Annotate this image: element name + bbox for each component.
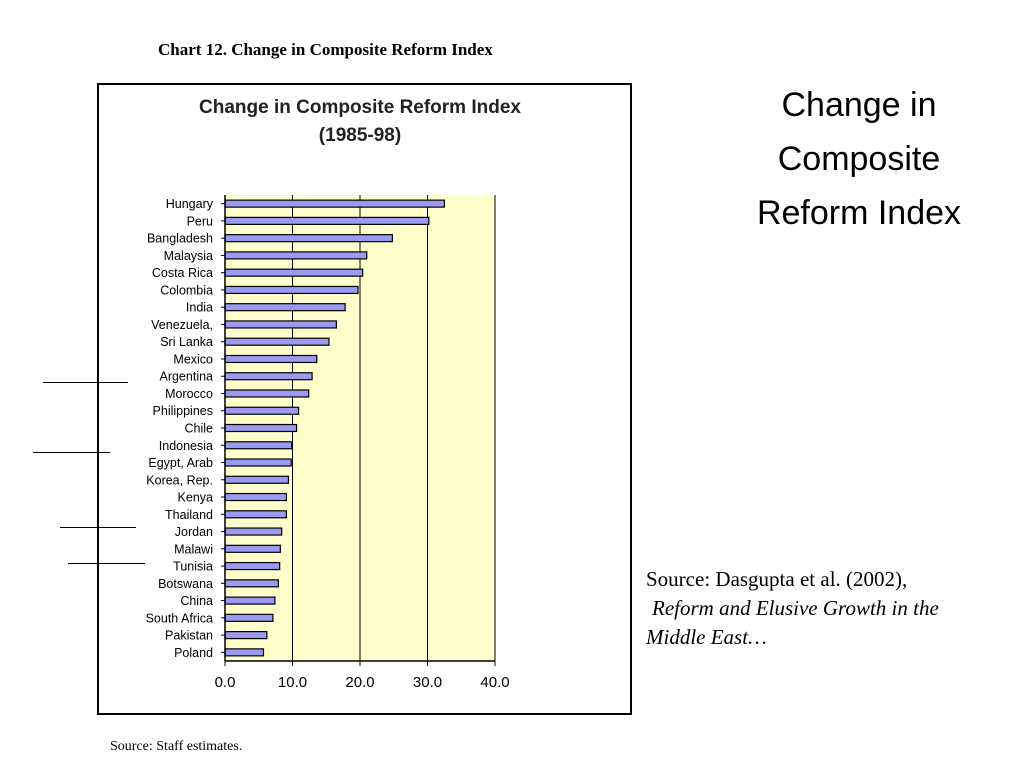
bar-morocco [224, 389, 310, 398]
source-line-3: Middle East… [646, 625, 767, 649]
category-label: Costa Rica [152, 266, 213, 280]
bar-tunisia [224, 561, 281, 571]
bar-thailand [224, 510, 288, 519]
bar-bangladesh [224, 234, 393, 243]
category-label: Pakistan [165, 629, 213, 643]
slide-title-line-3: Reform Index [756, 194, 962, 232]
bar-peru [224, 216, 430, 225]
x-tick-label: 20.0 [345, 674, 374, 691]
bar-india [224, 303, 346, 312]
bar-venezuela [224, 320, 337, 329]
bar-korea-rep [224, 475, 290, 484]
category-label: Hungary [166, 197, 214, 211]
category-label: Philippines [153, 404, 213, 418]
bar-malaysia [224, 251, 368, 260]
bar-mexico [224, 354, 318, 364]
bar-china [224, 596, 276, 605]
source-line-1: Source: Dasgupta et al. (2002), [646, 567, 908, 591]
bar-jordan [224, 527, 283, 536]
category-label: Kenya [178, 491, 213, 505]
bar-costa-rica [224, 268, 364, 277]
category-label: Mexico [173, 352, 213, 366]
category-label: Tunisia [173, 560, 213, 574]
slide-title-line-2: Composite [777, 140, 941, 178]
bar-malawi [224, 544, 281, 553]
slide-title: Change in Composite Reform Index [700, 78, 1018, 240]
bar-colombia [224, 285, 359, 295]
category-label: Chile [185, 422, 214, 436]
pointer-line-tunisia [68, 563, 145, 564]
footnote: Source: Staff estimates. [110, 739, 243, 754]
category-label: India [186, 301, 213, 315]
category-label: Egypt, Arab [148, 456, 213, 470]
category-label: China [180, 594, 213, 608]
bar-chile [224, 423, 298, 433]
category-label: Thailand [165, 508, 213, 522]
category-label: Malaysia [164, 249, 213, 263]
category-label: South Africa [146, 611, 213, 625]
x-tick-label: 10.0 [278, 674, 307, 691]
category-label: Bangladesh [147, 232, 213, 246]
source-line-2: Reform and Elusive Growth in the [652, 596, 939, 620]
bar-chart: Change in Composite Reform Index (1985-9… [146, 97, 522, 691]
bar-egypt-arab [224, 458, 292, 467]
bar-botswana [224, 579, 279, 588]
category-label: Malawi [174, 542, 213, 556]
bar-hungary [224, 199, 445, 208]
x-tick-label: 30.0 [413, 674, 442, 691]
category-label: Venezuela, [151, 318, 213, 332]
chart-caption: Chart 12. Change in Composite Reform Ind… [158, 40, 493, 59]
category-label: Korea, Rep. [146, 473, 213, 487]
category-label: Poland [174, 646, 213, 660]
chart-subtitle: (1985-98) [319, 125, 401, 146]
bar-south-africa [224, 613, 274, 622]
pointer-line-jordan [60, 527, 136, 528]
category-label: Sri Lanka [160, 335, 213, 349]
bar-kenya [224, 492, 288, 502]
x-tick-label: 0.0 [215, 674, 236, 691]
category-label: Argentina [159, 370, 213, 384]
bar-pakistan [224, 631, 268, 640]
chart-title: Change in Composite Reform Index [199, 97, 521, 118]
bar-poland [224, 648, 265, 657]
bar-philippines [224, 406, 300, 415]
slide-title-line-1: Change in [781, 86, 937, 124]
pointer-line-argentina-morocco [43, 382, 128, 383]
bar-indonesia [224, 441, 293, 450]
bar-sri-lanka [224, 337, 330, 346]
category-label: Indonesia [159, 439, 213, 453]
category-label: Peru [187, 214, 213, 228]
category-label: Morocco [165, 387, 213, 401]
chart-frame: Change in Composite Reform Index (1985-9… [97, 83, 632, 715]
pointer-line-egypt [33, 452, 110, 453]
category-label: Colombia [160, 283, 213, 297]
source-citation: Source: Dasgupta et al. (2002), Reform a… [646, 565, 1024, 652]
bar-argentina [224, 372, 313, 381]
category-label: Jordan [175, 525, 213, 539]
category-label: Botswana [158, 577, 213, 591]
x-tick-label: 40.0 [480, 674, 509, 691]
